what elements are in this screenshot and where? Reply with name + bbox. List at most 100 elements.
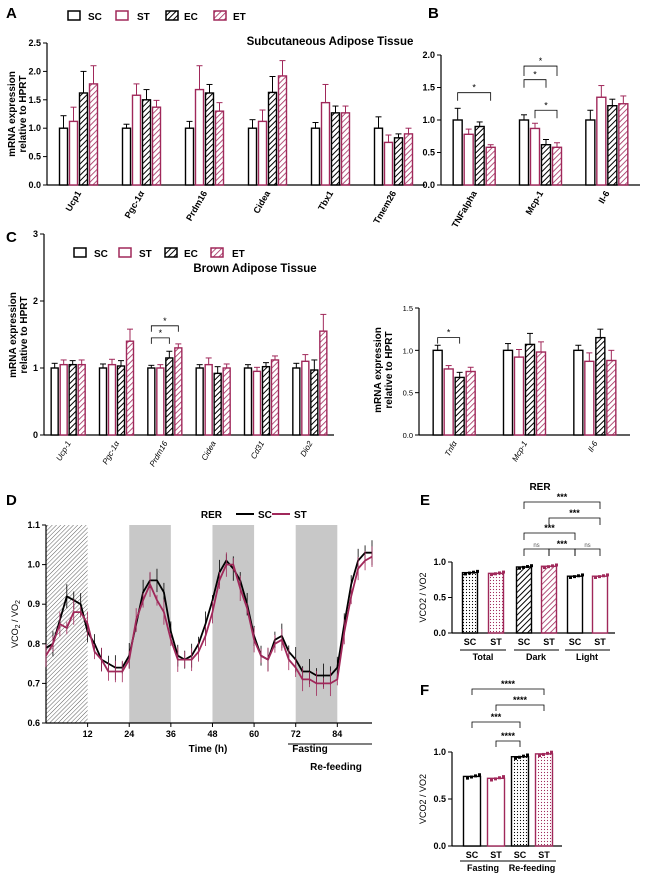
data-point [514, 756, 517, 760]
bar-et [270, 359, 280, 436]
significance-marker: *** [557, 539, 568, 549]
y-tick-label: 3 [33, 229, 38, 239]
bar-et [340, 112, 351, 186]
y-tick-label: 0.5 [433, 593, 446, 603]
bar-st [591, 575, 609, 634]
group-label: Dark [526, 652, 547, 662]
chart-e-rer-summary: 0.0 0.5 1.0 SC ST SC ST SC ST VCO2 / VO2 RER Total D… [418, 482, 615, 662]
y-tick-label: 1.0 [403, 346, 413, 355]
y-tick-label: 2.0 [28, 66, 41, 76]
data-point [522, 754, 525, 758]
x-tick-label: 72 [291, 729, 301, 739]
significance-bracket [437, 337, 461, 344]
data-point [474, 774, 477, 778]
bar-ec [116, 365, 126, 436]
chart-title: RER [201, 510, 223, 521]
panel-label-d: D [6, 492, 17, 509]
bar-et [125, 340, 135, 436]
significance-bracket [548, 548, 576, 556]
bar-ec [261, 365, 271, 436]
y-tick-label: 1.5 [403, 304, 413, 313]
bar-et [551, 146, 563, 186]
category-label: Pgc-1α [101, 439, 122, 466]
y-tick-label: 2.0 [422, 50, 435, 60]
bar-et [606, 359, 617, 436]
category-label: Cidea [200, 439, 219, 462]
data-point [494, 777, 497, 781]
y-axis-label: relative to HPRT [384, 331, 395, 408]
bar-et [222, 367, 231, 436]
bar-st [204, 363, 213, 436]
bar-sc [243, 367, 253, 436]
bar-sc [195, 367, 204, 436]
category-label: Pgc-1α [123, 189, 147, 220]
legend-label-st: ST [294, 510, 307, 521]
significance-marker: * [544, 100, 548, 110]
legend-c: SC ST EC ET [73, 247, 245, 260]
bar-sc [184, 127, 195, 186]
data-point [547, 565, 550, 569]
significance-marker: *** [491, 712, 502, 722]
group-label: Re-feeding [509, 863, 556, 873]
bar-sc [502, 349, 514, 436]
bar-sc [50, 367, 59, 436]
legend-label-sc: SC [258, 510, 272, 521]
data-point [468, 571, 471, 575]
legend-c-sc: SC [94, 249, 108, 260]
y-tick-label: 0.5 [433, 794, 446, 804]
bar-sc [518, 119, 530, 186]
bar-ec [213, 372, 222, 436]
significance-marker: * [533, 70, 537, 80]
data-point [602, 574, 605, 578]
bar-sc [462, 775, 482, 847]
chart-title: RER [529, 482, 551, 493]
significance-bracket [548, 517, 601, 525]
bar-et [88, 83, 99, 186]
bar-st [596, 96, 607, 186]
bar-et [214, 110, 225, 186]
bar-ec [204, 92, 215, 186]
y-tick-label: 0 [33, 430, 38, 440]
panel-label-e: E [420, 492, 430, 509]
y-tick-label: 0.0 [422, 180, 435, 190]
significance-bracket [471, 688, 545, 695]
bar-et [319, 330, 328, 436]
y-axis-label: VCO2 / VO2 [418, 774, 428, 824]
bar-st [68, 120, 79, 186]
bar-st [252, 370, 262, 436]
bar-sc [461, 571, 479, 634]
significance-bracket [523, 548, 550, 556]
data-point [546, 751, 549, 755]
legend-a-et: ET [233, 12, 246, 23]
y-tick-label: 1 [33, 363, 38, 373]
refeeding-label: Re-feeding [310, 762, 362, 773]
panel-label-a: A [6, 5, 17, 22]
bar-st [301, 360, 310, 436]
bar-ec [540, 143, 552, 186]
y-tick-label: 1.0 [27, 560, 40, 570]
x-tick-label: 60 [249, 729, 259, 739]
data-point [543, 566, 546, 570]
significance-bracket [471, 721, 521, 728]
y-axis-label: VCO2 / VO2 [10, 600, 22, 648]
category-label: Prdm16 [184, 189, 209, 223]
bar-ec [330, 112, 341, 186]
category-label: Mcp-1 [524, 189, 546, 217]
bar-st [320, 101, 331, 186]
data-point [518, 566, 521, 570]
bar-st [443, 368, 454, 436]
x-tick-label: 48 [207, 729, 217, 739]
significance-marker: **** [501, 679, 516, 689]
bar-st [59, 363, 68, 436]
chart-d-rer-timecourse: 0.6 0.7 0.8 0.9 1.0 1.1 12 24 36 48 60 72 84 RER SC ST T… [10, 510, 373, 773]
y-axis-label-part: 2 [15, 624, 22, 628]
bar-et [485, 146, 496, 186]
y-tick-label: 2 [33, 296, 38, 306]
chart-c-thermogenic: 0 1 2 3 Ucp-1 Pgc-1α Prdm16 Cidea Cd31 Dio2 Brown … [8, 229, 334, 468]
bar-st [257, 120, 268, 186]
x-tick-label: ST [490, 637, 502, 647]
significance-marker: * [472, 83, 476, 93]
y-tick-label: 0.8 [27, 639, 40, 649]
data-point [606, 573, 609, 577]
